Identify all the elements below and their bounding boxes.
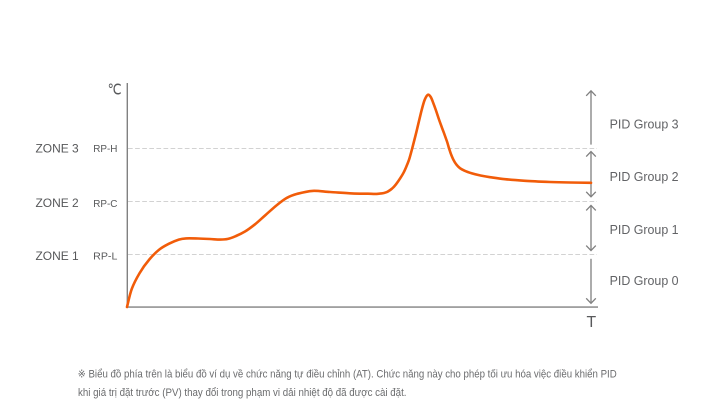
svg-text:※ Biểu đồ phía trên là biểu đồ: ※ Biểu đồ phía trên là biểu đồ ví dụ về … (78, 369, 617, 381)
svg-text:PID Group 3: PID Group 3 (610, 118, 679, 132)
svg-text:℃: ℃ (108, 81, 122, 98)
svg-text:ZONE 3: ZONE 3 (36, 141, 79, 155)
svg-text:RP-C: RP-C (93, 199, 117, 210)
svg-text:ZONE 1: ZONE 1 (36, 249, 79, 263)
svg-text:RP-H: RP-H (93, 144, 117, 155)
svg-text:PID Group 2: PID Group 2 (610, 170, 679, 184)
svg-text:T: T (586, 314, 596, 331)
svg-text:ZONE 2: ZONE 2 (36, 196, 79, 210)
svg-text:RP-L: RP-L (93, 252, 118, 263)
svg-text:khi giá trị đặt trước (PV) tha: khi giá trị đặt trước (PV) thay đổi tron… (78, 387, 407, 399)
svg-text:PID Group 0: PID Group 0 (610, 274, 679, 288)
svg-text:PID Group 1: PID Group 1 (610, 223, 679, 237)
